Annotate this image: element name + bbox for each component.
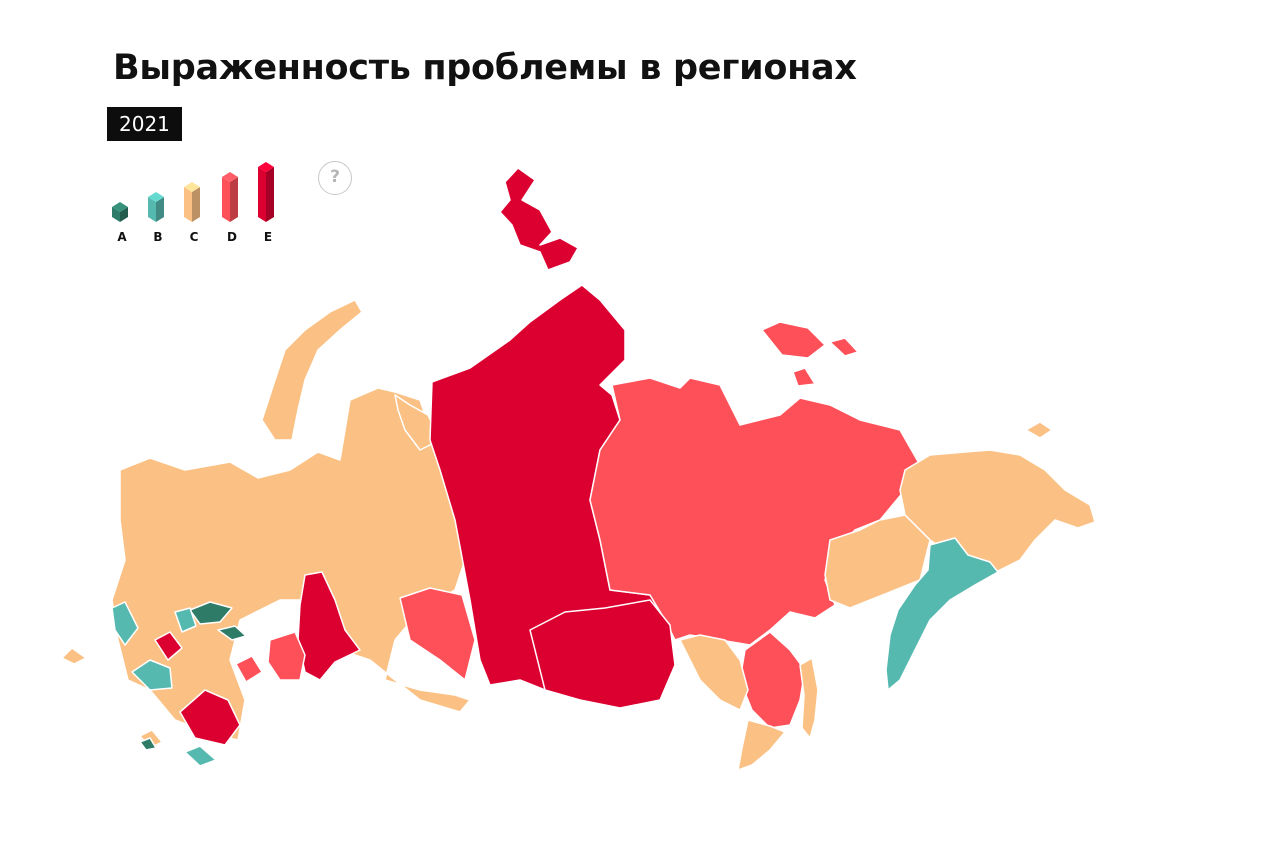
legend-bar-face-left (184, 187, 192, 222)
legend-label-b: B (153, 230, 163, 244)
legend-label-d: D (227, 230, 237, 244)
region-khabarovsk[interactable] (824, 514, 931, 609)
legend-bar-cap (112, 202, 128, 212)
legend-bar-cap (258, 162, 274, 172)
legend-item-c: C (176, 150, 212, 250)
legend-bar-face-right (156, 197, 164, 222)
region-west-a-2[interactable] (217, 625, 247, 641)
region-west-b-1[interactable] (111, 601, 139, 646)
region-south-a[interactable] (139, 737, 157, 751)
legend-label-c: C (189, 230, 199, 244)
legend-bar-face-left (258, 167, 266, 222)
region-amur-primorye[interactable] (739, 631, 806, 729)
region-kamchatka[interactable] (885, 537, 999, 691)
legend-label-e: E (263, 230, 273, 244)
legend-item-a: A (104, 150, 140, 250)
region-western-russia[interactable] (111, 387, 471, 741)
legend-item-d: D (214, 150, 250, 250)
legend-bar-cap (148, 192, 164, 202)
region-west-e-1[interactable] (154, 631, 183, 661)
year-badge[interactable]: 2021 (107, 107, 182, 141)
legend-bar-face-right (266, 167, 274, 222)
legend-bar-cap (222, 172, 238, 182)
map-regions (61, 167, 1096, 771)
legend-item-e: E (250, 150, 286, 250)
legend-bar-c (184, 182, 200, 222)
region-west-a-1[interactable] (189, 601, 233, 625)
region-west-b-2[interactable] (174, 607, 197, 633)
page-title: Выраженность проблемы в регионах (113, 48, 857, 88)
region-transbaikal[interactable] (679, 634, 749, 711)
region-west-b-3[interactable] (131, 659, 173, 691)
region-severnaya-zemlya[interactable] (499, 167, 579, 271)
region-kaliningrad[interactable] (61, 647, 87, 665)
legend-bar-d (222, 172, 238, 222)
legend-bar-face-left (222, 177, 230, 222)
legend-bar-b (148, 192, 164, 222)
legend-bar-a (112, 202, 128, 222)
legend-bar-e (258, 162, 274, 222)
region-west-d-1[interactable] (235, 655, 263, 683)
region-yakutia[interactable] (589, 377, 921, 646)
help-button[interactable]: ? (318, 161, 352, 195)
region-arkhangelsk-komi[interactable] (394, 394, 441, 451)
region-north-caucasus[interactable] (179, 689, 241, 746)
region-sakhalin[interactable] (799, 657, 819, 739)
region-west-siberia-d[interactable] (399, 587, 476, 681)
region-new-siberian-islands[interactable] (761, 321, 859, 387)
legend-item-b: B (140, 150, 176, 250)
legend-bar-face-right (230, 177, 238, 222)
legend-bar-face-left (148, 197, 156, 222)
legend: A B C D E (100, 150, 300, 250)
region-orenburg-bashkiria[interactable] (297, 571, 361, 681)
legend-bar-face-right (192, 187, 200, 222)
region-volga-d[interactable] (267, 631, 306, 681)
legend-label-a: A (117, 230, 127, 244)
region-irkutsk-tuva[interactable] (529, 599, 676, 709)
region-south-b[interactable] (184, 745, 217, 767)
region-wrangel[interactable] (1025, 421, 1053, 439)
region-kola-karelia[interactable] (261, 299, 363, 441)
legend-bar-cap (184, 182, 200, 192)
region-primorye-south[interactable] (737, 719, 786, 771)
